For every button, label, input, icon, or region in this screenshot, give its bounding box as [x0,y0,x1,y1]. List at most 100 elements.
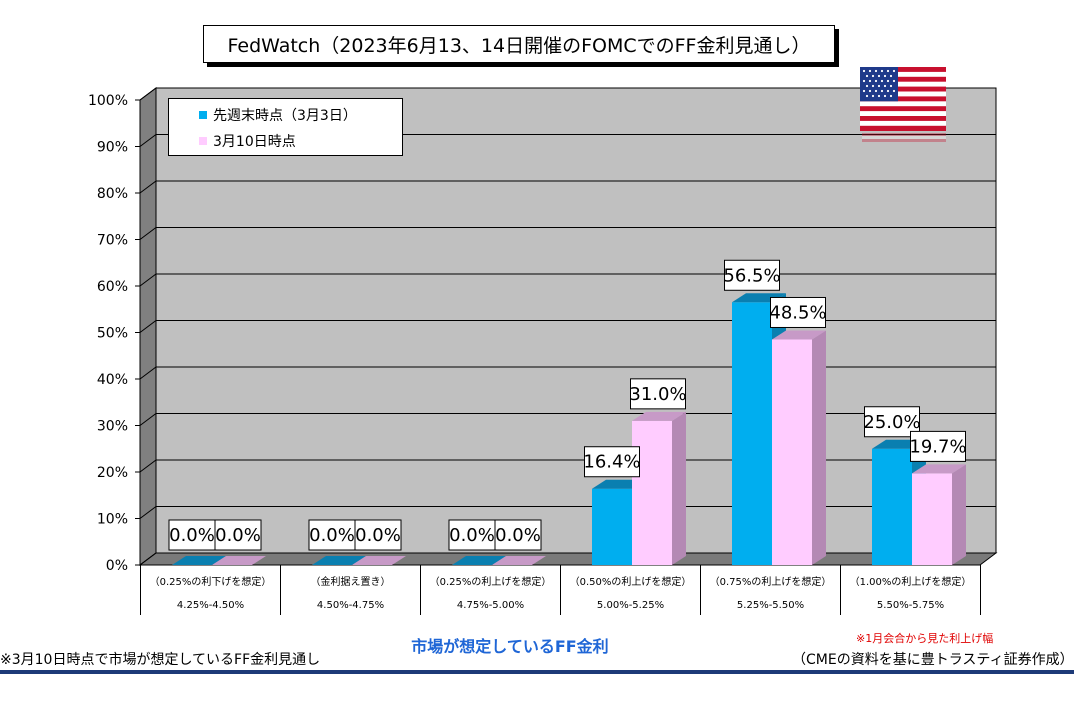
y-tick-label: 90% [97,140,128,156]
x-category: （1.00%の利上げを想定） 5.50%-5.75% [840,565,980,615]
bar-series2-5-side [952,464,966,565]
bar-series2-4-top [772,330,826,340]
chart-title: FedWatch（2023年6月13、14日開催のFOMCでのFF金利見通し） [203,25,835,63]
data-label-series2-2-box [494,519,542,551]
legend-item-series2: 3月10日時点 [199,131,296,151]
bar-series1-5-front [872,448,912,565]
bar-series2-4 [772,330,826,565]
data-label-series2-2-text: 0.0% [495,525,541,546]
gridline [139,227,996,240]
bar-series2-5-top [912,464,966,474]
data-label-series2-0: 0.0% [214,519,262,551]
bar-series2-3-front [632,420,672,565]
data-label-series1-0-text: 0.0% [169,525,215,546]
data-label-series1-0: 0.0% [168,519,216,551]
x-category-note: （0.75%の利上げを想定） [709,577,832,588]
data-label-series1-4-text: 56.5% [723,265,780,286]
data-label-series2-3-box [630,378,686,410]
bar-series2-0 [212,556,266,565]
legend-item-series1: 先週末時点（3月3日） [199,105,357,125]
gridline [139,134,996,147]
x-axis-title: 市場が想定しているFF金利 [411,637,609,656]
bar-series1-1-top [312,556,366,565]
data-label-series2-3: 31.0% [629,378,687,410]
y-tick-label: 60% [97,279,128,295]
x-category-note: （0.25%の利下げを想定） [149,577,272,588]
gridline [139,87,996,101]
bar-series1-3-front [592,488,632,565]
data-label-series2-0-box [214,519,262,551]
y-tick-label: 40% [97,372,128,388]
data-label-series2-5-box [910,430,966,462]
legend-label-series1: 先週末時点（3月3日） [213,108,357,124]
bar-series2-3-side [672,411,686,565]
x-category-label: 4.25%-4.50% [176,600,245,611]
gridline [139,459,996,473]
bar-series2-2-top [492,556,546,565]
data-label-series1-4-box [724,259,780,291]
x-category-label: 4.50%-4.75% [316,600,385,611]
data-label-series1-4: 56.5% [723,259,781,291]
legend-label-series2: 3月10日時点 [213,134,296,150]
footnote-source: （CMEの資料を基に豊トラスティ証券作成） [792,652,1074,668]
us-flag-icon [860,67,946,131]
bar-series2-5-front [912,473,952,565]
bar-series2-3 [632,411,686,565]
data-label-series1-3-box [584,446,640,478]
x-category-note: （0.25%の利上げを想定） [429,577,552,588]
data-label-series1-5: 25.0% [863,406,921,438]
data-label-series1-2: 0.0% [448,519,496,551]
y-tick-label: 70% [97,233,128,249]
x-category-note: （0.50%の利上げを想定） [569,577,692,588]
data-label-series2-0-text: 0.0% [215,525,261,546]
bar-series1-0-top [172,556,226,565]
gridline [139,180,996,194]
us-flag-reflection [862,133,946,142]
y-tick-label: 10% [97,512,128,528]
y-tick-label: 100% [88,93,128,109]
bottom-divider [0,670,1074,674]
data-label-series1-2-box [448,519,496,551]
bar-series1-2 [452,556,506,565]
data-label-series1-1-text: 0.0% [309,525,355,546]
x-category: （0.50%の利上げを想定） 5.00%-5.25% [560,565,700,615]
y-tick-label: 50% [97,326,128,342]
legend: 先週末時点（3月3日） 3月10日時点 [168,98,403,156]
bar-series2-1 [352,556,406,565]
gridline [139,366,996,380]
data-label-series1-3-text: 16.4% [583,452,640,473]
y-tick-label: 0% [106,558,128,574]
bar-series2-0-top [212,556,266,565]
gridline [139,320,996,333]
x-axis-end-divider [980,565,981,615]
x-category-label: 5.50%-5.75% [876,600,945,611]
y-tick-label: 20% [97,465,128,481]
bar-series1-4-front [732,302,772,565]
data-label-series1-1: 0.0% [308,519,356,551]
bar-series2-1-top [352,556,406,565]
data-label-series1-1-box [308,519,356,551]
gridline [139,552,996,566]
x-category: （0.75%の利上げを想定） 5.25%-5.50% [700,565,840,615]
data-label-series2-4-box [770,296,826,328]
data-label-series2-5-text: 19.7% [909,436,966,457]
data-label-series2-1: 0.0% [354,519,402,551]
plot-floor [138,552,998,566]
data-label-series2-2: 0.0% [494,519,542,551]
data-label-series1-5-text: 25.0% [863,412,920,433]
gridline [139,273,996,287]
gridline [139,413,996,426]
y-tick-label: 80% [97,186,128,202]
x-category-label: 4.75%-5.00% [456,600,525,611]
y-tick-label: 30% [97,419,128,435]
data-label-series2-4: 48.5% [769,296,827,328]
bar-series2-4-side [812,330,826,565]
data-label-series2-1-text: 0.0% [355,525,401,546]
bar-series2-5 [912,464,966,565]
data-label-series1-2-text: 0.0% [449,525,495,546]
data-label-series1-3: 16.4% [583,446,641,478]
data-label-series2-1-box [354,519,402,551]
bar-series1-0 [172,556,226,565]
data-label-series2-3-text: 31.0% [629,384,686,405]
